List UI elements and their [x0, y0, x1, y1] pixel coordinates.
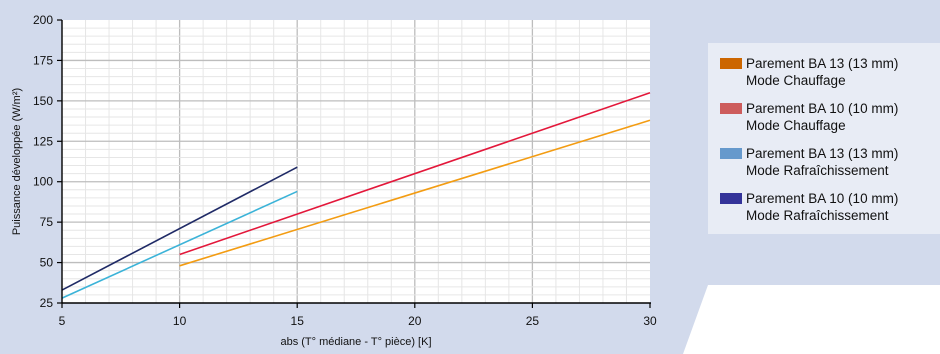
x-tick-label: 25 — [526, 314, 540, 328]
legend-swatch-2 — [720, 103, 742, 114]
grid-lines — [62, 20, 650, 303]
series-line-3 — [61, 190, 298, 299]
x-axis-ticks: 5 10 15 20 25 30 — [59, 303, 657, 328]
legend-label: Mode Rafraîchissement — [746, 163, 889, 178]
y-axis-title: Puissance développée (W/m²) — [11, 88, 23, 235]
legend-label: Mode Rafraîchissement — [746, 208, 889, 223]
legend-label: Mode Chauffage — [746, 118, 846, 133]
y-tick-label: 125 — [33, 134, 53, 148]
plot-area — [62, 20, 650, 303]
y-tick-label: 175 — [33, 53, 53, 67]
series-line-4 — [61, 166, 298, 291]
legend-swatch-3 — [720, 148, 742, 159]
legend-box — [708, 43, 940, 234]
y-tick-label: 75 — [40, 215, 54, 229]
series-layer — [61, 92, 651, 299]
legend-label: Parement BA 13 (13 mm) — [746, 146, 898, 161]
y-tick-label: 150 — [33, 94, 53, 108]
legend-label: Parement BA 10 (10 mm) — [746, 101, 898, 116]
x-tick-label: 20 — [408, 314, 422, 328]
legend: Parement BA 13 (13 mm) Mode Chauffage Pare… — [708, 43, 940, 234]
y-tick-label: 50 — [40, 256, 54, 270]
y-tick-label: 200 — [33, 13, 53, 27]
series-line-2 — [179, 92, 651, 256]
y-axis-ticks: 25 50 75 100 125 150 175 200 — [33, 13, 62, 310]
axes — [61, 20, 651, 304]
series-line-1 — [179, 119, 651, 267]
legend-label: Mode Chauffage — [746, 73, 846, 88]
y-tick-label: 100 — [33, 175, 53, 189]
x-axis-title: abs (T° médiane - T° pièce) [K] — [280, 336, 431, 348]
x-tick-label: 30 — [643, 314, 657, 328]
legend-swatch-1 — [720, 58, 742, 69]
x-tick-label: 15 — [291, 314, 305, 328]
legend-label: Parement BA 10 (10 mm) — [746, 191, 898, 206]
legend-swatch-4 — [720, 193, 742, 204]
legend-label: Parement BA 13 (13 mm) — [746, 56, 898, 71]
x-tick-label: 10 — [173, 314, 187, 328]
y-tick-label: 25 — [40, 296, 54, 310]
x-tick-label: 5 — [59, 314, 66, 328]
